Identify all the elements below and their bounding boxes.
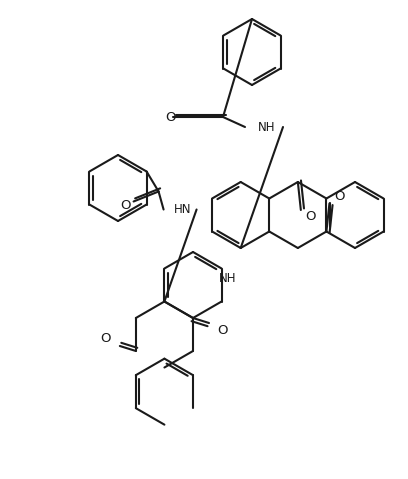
Text: O: O: [166, 111, 176, 124]
Text: HN: HN: [174, 203, 191, 216]
Text: O: O: [101, 331, 111, 344]
Text: O: O: [306, 210, 316, 224]
Text: O: O: [334, 190, 345, 203]
Text: NH: NH: [258, 121, 276, 134]
Text: O: O: [120, 199, 131, 212]
Text: O: O: [218, 324, 228, 338]
Text: NH: NH: [219, 272, 237, 285]
